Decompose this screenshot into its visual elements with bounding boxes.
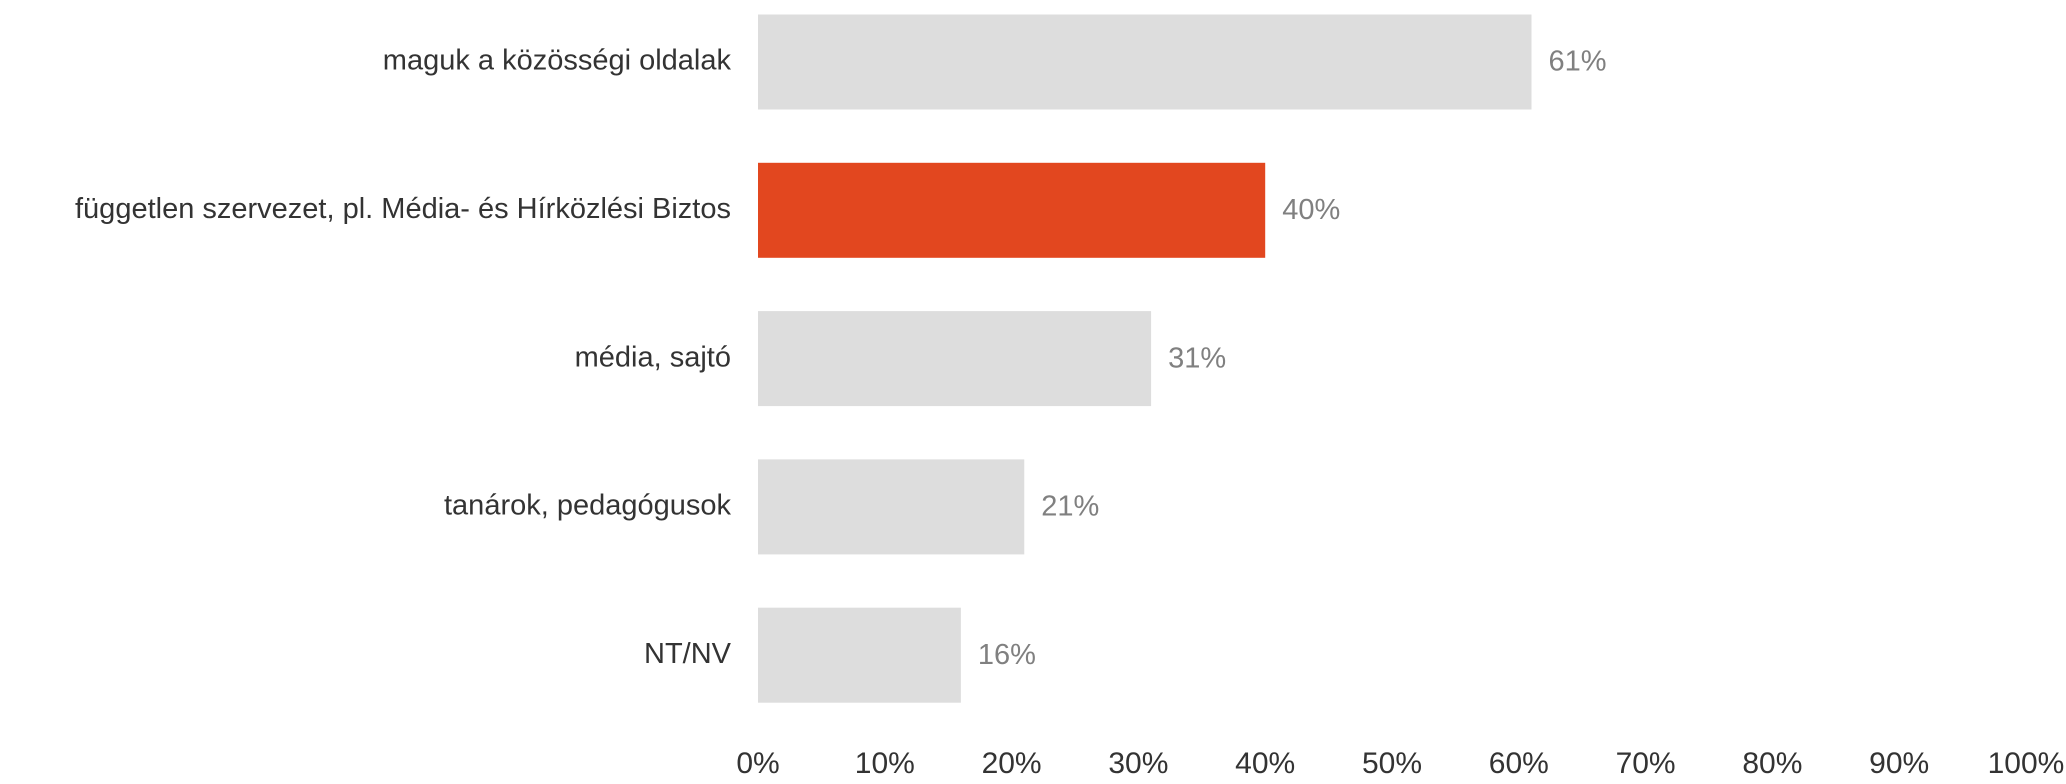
bar: [758, 162, 1266, 258]
category-label: maguk a közösségi oldalak: [383, 45, 732, 77]
category-label: média, sajtó: [575, 341, 731, 373]
x-tick-label: 30%: [1108, 747, 1168, 779]
x-tick-label: 20%: [982, 747, 1042, 779]
bar: [758, 607, 961, 703]
x-tick-label: 50%: [1362, 747, 1422, 779]
x-tick-label: 80%: [1742, 747, 1802, 779]
bar: [758, 459, 1025, 555]
value-label: 16%: [978, 639, 1036, 671]
value-label: 31%: [1168, 342, 1226, 374]
value-label: 21%: [1041, 491, 1099, 523]
x-tick-label: 10%: [855, 747, 915, 779]
x-tick-label: 90%: [1869, 747, 1929, 779]
x-tick-label: 40%: [1235, 747, 1295, 779]
bar: [758, 14, 1532, 110]
x-tick-label: 0%: [736, 747, 779, 779]
x-tick-label: 70%: [1616, 747, 1676, 779]
bar: [758, 311, 1152, 407]
category-label: NT/NV: [644, 638, 732, 670]
value-label: 61%: [1548, 46, 1606, 78]
category-label: tanárok, pedagógusok: [444, 490, 731, 522]
category-label: független szervezet, pl. Média- és Hírkö…: [75, 193, 731, 225]
x-tick-label: 60%: [1489, 747, 1549, 779]
value-label: 40%: [1282, 194, 1340, 226]
x-tick-label: 100%: [1988, 747, 2065, 779]
